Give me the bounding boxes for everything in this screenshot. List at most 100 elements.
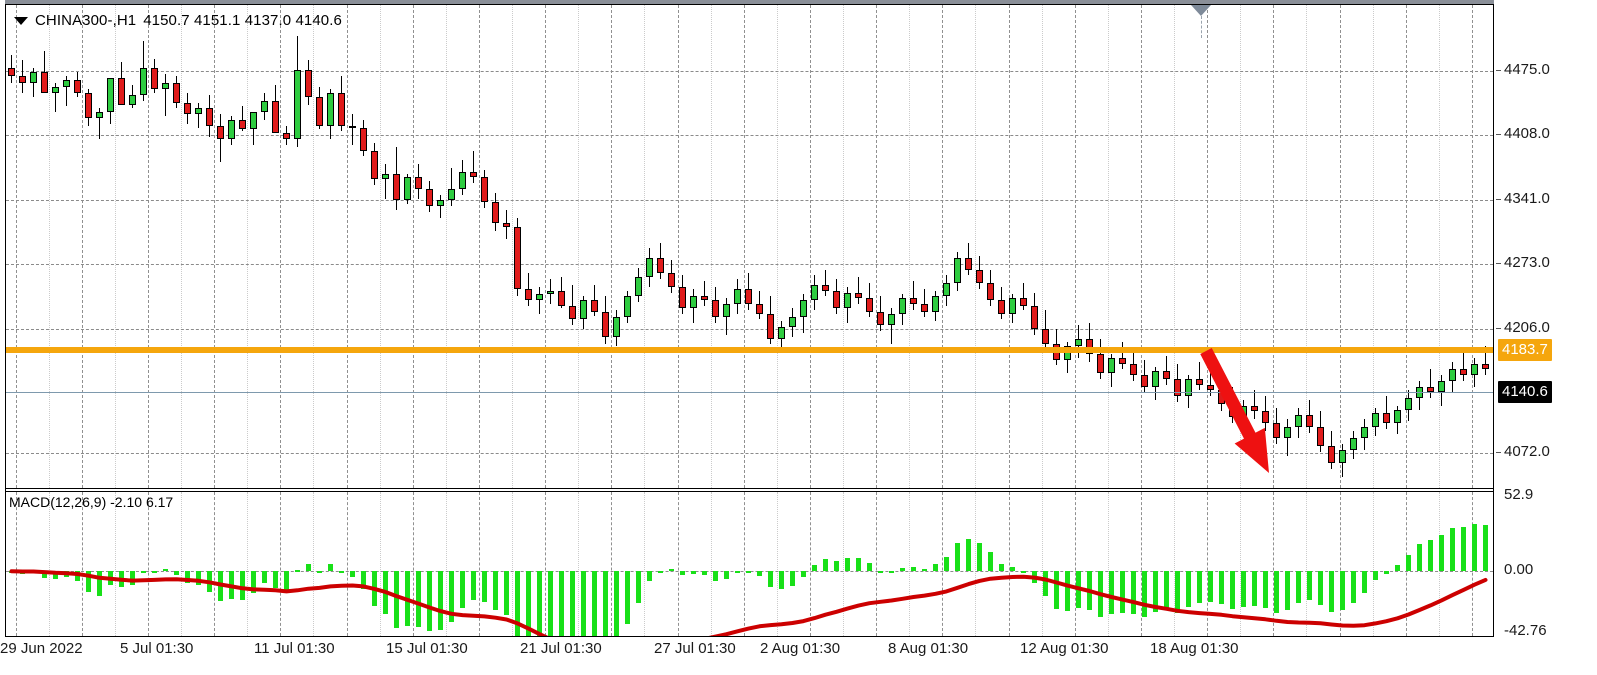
grid-line-vertical-minor	[181, 5, 182, 488]
macd-histogram-bar	[559, 571, 564, 636]
macd-histogram-bar	[1021, 571, 1026, 574]
candlestick	[481, 5, 488, 488]
candlestick	[591, 5, 598, 488]
candle-body-bearish	[1317, 426, 1324, 446]
resistance-level-badge[interactable]: 4183.7	[1498, 339, 1552, 362]
candlestick	[1427, 5, 1434, 488]
candlestick	[745, 5, 752, 488]
candle-body-bearish	[1042, 329, 1049, 345]
triangle-down-icon[interactable]	[14, 16, 28, 25]
candlestick	[1438, 5, 1445, 488]
price-axis[interactable]: 4475.0 4408.0 4341.0 4273.0 4206.0 4072.0 418…	[1496, 0, 1597, 675]
time-axis-label: 2 Aug 01:30	[760, 640, 841, 657]
candle-wick	[1122, 342, 1123, 370]
candle-wick	[253, 119, 254, 145]
grid-line-vertical-minor	[49, 492, 50, 636]
candle-body-bearish	[239, 119, 246, 130]
candle-body-bearish	[1251, 405, 1258, 412]
macd-histogram-bar	[658, 570, 663, 573]
candle-body-bearish	[657, 258, 664, 274]
candle-wick	[924, 288, 925, 318]
grid-line-vertical	[545, 5, 546, 488]
macd-histogram-bar	[812, 564, 817, 572]
candle-body-bearish	[41, 71, 48, 94]
macd-histogram-bar	[1406, 555, 1411, 572]
candle-body-bearish	[1196, 378, 1203, 385]
grid-line-vertical-minor	[115, 492, 116, 636]
candlestick	[107, 5, 114, 488]
grid-line-vertical-minor	[975, 492, 976, 636]
candlestick	[129, 5, 136, 488]
candle-body-bearish	[987, 282, 994, 301]
macd-histogram-bar	[955, 542, 960, 572]
candlestick	[1339, 5, 1346, 488]
macd-histogram-bar	[1010, 566, 1015, 572]
time-axis-label: 18 Aug 01:30	[1150, 640, 1239, 657]
candle-body-bullish	[140, 68, 147, 95]
candle-body-bullish	[734, 288, 741, 305]
candlestick	[1383, 5, 1390, 488]
time-axis-label: 27 Jul 01:30	[654, 640, 736, 657]
grid-line-vertical-minor	[247, 492, 248, 636]
macd-histogram-bar	[834, 561, 839, 572]
candlestick	[921, 5, 928, 488]
candle-body-bearish	[184, 102, 191, 115]
candlestick	[151, 5, 158, 488]
candlestick	[338, 5, 345, 488]
macd-pane[interactable]: MACD(12,26,9) -2.10 6.17	[6, 492, 1493, 636]
candlestick	[492, 5, 499, 488]
macd-histogram-bar	[284, 571, 289, 593]
macd-histogram-bar	[1230, 571, 1235, 610]
candlestick	[888, 5, 895, 488]
candle-body-bearish	[602, 311, 609, 337]
candlestick	[877, 5, 884, 488]
candlestick	[1262, 5, 1269, 488]
candlestick	[1229, 5, 1236, 488]
candle-body-bearish	[1086, 338, 1093, 354]
candlestick	[294, 5, 301, 488]
grid-line-vertical	[1472, 5, 1473, 488]
candlestick	[1086, 5, 1093, 488]
macd-histogram-bar	[1197, 571, 1202, 604]
candle-body-bearish	[283, 133, 290, 140]
grid-line-vertical-minor	[1108, 5, 1109, 488]
candle-body-bullish	[294, 70, 301, 140]
macd-histogram-bar	[350, 571, 355, 577]
candle-wick	[99, 108, 100, 140]
macd-histogram-bar	[97, 571, 102, 596]
candlestick	[305, 5, 312, 488]
candle-body-bearish	[1141, 375, 1148, 387]
macd-histogram-bar	[163, 569, 168, 572]
grid-line-vertical-minor	[975, 5, 976, 488]
candle-wick	[352, 114, 353, 145]
candlestick	[85, 5, 92, 488]
macd-histogram-bar	[1153, 571, 1158, 613]
candlestick	[734, 5, 741, 488]
candle-body-bearish	[272, 100, 279, 134]
current-price-badge[interactable]: 4140.6	[1498, 380, 1552, 403]
grid-line-vertical-minor	[1373, 492, 1374, 636]
chart-frame[interactable]: CHINA300-,H1 4150.7 4151.1 4137.0 4140.6…	[5, 4, 1494, 637]
time-axis[interactable]: 29 Jun 2022 5 Jul 01:30 11 Jul 01:30 15 Jul…	[0, 638, 1494, 668]
grid-line-vertical	[876, 5, 877, 488]
candle-body-bullish	[800, 300, 807, 318]
candle-body-bullish	[690, 296, 697, 308]
candle-wick	[1463, 352, 1464, 381]
candle-body-bullish	[228, 119, 235, 140]
candle-body-bullish	[1284, 426, 1291, 439]
candle-body-bearish	[866, 298, 873, 312]
candlestick	[965, 5, 972, 488]
price-pane[interactable]: CHINA300-,H1 4150.7 4151.1 4137.0 4140.6	[6, 5, 1493, 488]
grid-line-vertical-minor	[777, 5, 778, 488]
macd-histogram-bar	[768, 571, 773, 588]
candlestick	[1240, 5, 1247, 488]
resistance-level-line[interactable]	[6, 347, 1493, 354]
candlestick	[459, 5, 466, 488]
macd-histogram-bar	[130, 571, 135, 585]
candle-body-bullish	[448, 188, 455, 201]
macd-histogram-bar	[1384, 571, 1389, 575]
candlestick	[1449, 5, 1456, 488]
macd-histogram-bar	[1461, 526, 1466, 572]
candle-body-bearish	[767, 313, 774, 339]
candlestick	[657, 5, 664, 488]
